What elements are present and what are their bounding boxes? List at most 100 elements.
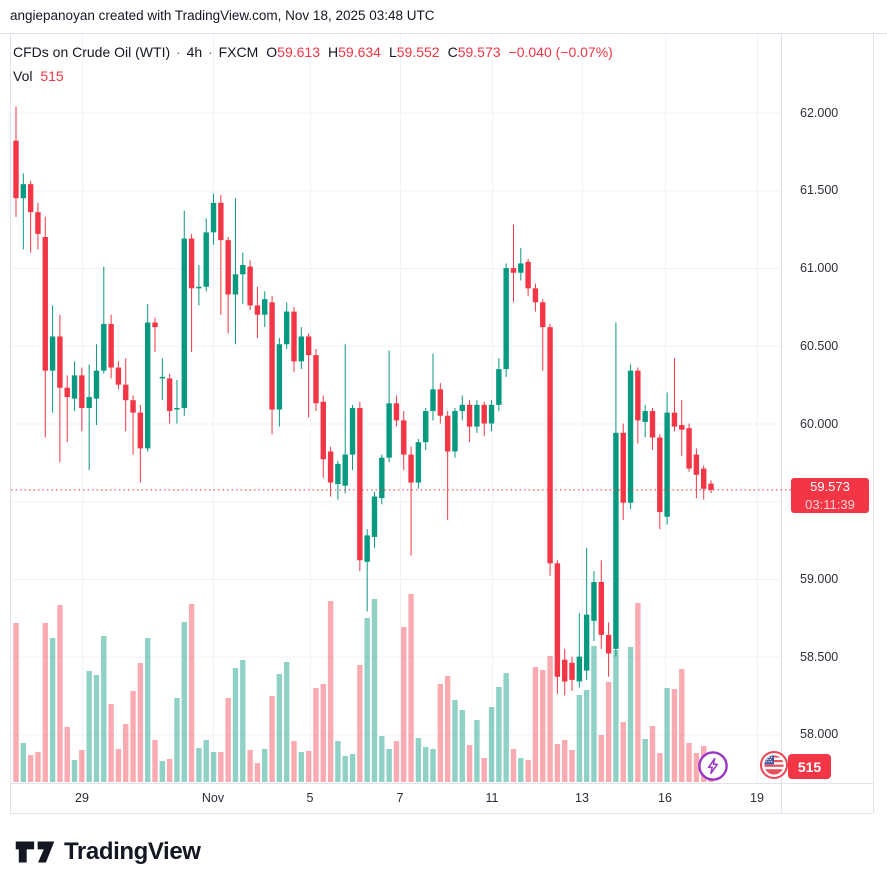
volume-bar (159, 761, 166, 782)
candle-body (262, 299, 268, 315)
volume-bar (101, 636, 107, 782)
exchange-label: FXCM (218, 44, 259, 60)
volume-bar (452, 700, 458, 782)
lightning-icon[interactable] (697, 750, 729, 782)
volume-bar (466, 745, 473, 782)
volume-bar (583, 690, 590, 782)
tradingview-logo[interactable]: TradingView (14, 836, 201, 868)
candle-body (371, 496, 378, 537)
candle-body (430, 389, 436, 412)
candle-body (518, 263, 524, 273)
candle-body (144, 322, 151, 449)
volume-bar (188, 604, 195, 782)
volume-bar (20, 743, 27, 782)
time-axis-label: 16 (658, 791, 672, 805)
legend-row-2: Vol 515 (13, 65, 613, 87)
attribution-text: angiepanoyan created with TradingView.co… (10, 8, 435, 23)
candle-body (437, 389, 444, 416)
volume-bar (225, 698, 231, 782)
tradingview-wordmark: TradingView (64, 838, 201, 865)
volume-bar (401, 627, 407, 782)
volume-bar (57, 605, 63, 782)
volume-bar (196, 748, 202, 782)
volume-bar (123, 724, 129, 782)
candle-body (101, 324, 107, 371)
volume-bar (598, 735, 604, 782)
candle-body (408, 454, 414, 483)
volume-bar (166, 759, 173, 782)
candle-body (562, 659, 568, 682)
ohlc-value: 59.613 (277, 44, 320, 60)
interval-label[interactable]: 4h (186, 44, 203, 60)
change-value: −0.040 (−0.07%) (508, 44, 613, 60)
volume-bar (305, 751, 312, 782)
volume-bar (576, 695, 583, 782)
candle-body (605, 634, 612, 654)
candle-body (64, 387, 70, 398)
volume-bar (510, 749, 517, 782)
candle-body (583, 614, 590, 671)
price-axis-label: 62.000 (800, 105, 839, 120)
candle-body (496, 369, 502, 405)
volume-bar (671, 689, 678, 782)
volume-bar (79, 750, 85, 782)
volume-bar (503, 673, 509, 782)
candle-body (357, 407, 363, 561)
volume-bar (298, 752, 305, 782)
volume-bar (591, 646, 597, 782)
candle-body (466, 404, 473, 427)
candle-body (525, 261, 531, 289)
volume-bar (459, 710, 465, 782)
lightning-icon-svg (698, 751, 728, 781)
ohlc-value: 59.634 (338, 44, 381, 60)
us-flag-icon[interactable] (760, 751, 788, 779)
volume-bar (532, 667, 539, 782)
volume-bar (71, 760, 78, 782)
candle-body (71, 375, 78, 399)
candle-body (598, 582, 604, 635)
volume-bar (181, 622, 187, 782)
candle-body (671, 412, 678, 427)
price-axis-label: 59.000 (800, 571, 839, 586)
volume-bar (240, 660, 246, 782)
volume-bar (664, 688, 670, 782)
volume-bar (562, 740, 568, 782)
candle-body (254, 305, 261, 315)
ohlc-value: 59.552 (396, 44, 440, 60)
volume-bar (540, 670, 546, 782)
volume-bar (525, 760, 531, 782)
volume-bar (42, 623, 48, 782)
volume-bar (444, 676, 451, 782)
candle-body (298, 336, 305, 362)
price-axis-label: 60.500 (800, 338, 839, 353)
candle-body (181, 238, 187, 408)
candle-body (232, 274, 239, 295)
candle-body (503, 268, 509, 370)
volume-bar (86, 671, 92, 782)
candle-body (708, 483, 714, 490)
symbol-title[interactable]: CFDs on Crude Oil (WTI) (13, 44, 171, 60)
candle-body (554, 563, 561, 677)
volume-bar (686, 743, 692, 782)
candle-body (452, 411, 458, 452)
candle-body (247, 266, 253, 306)
volume-bar (569, 750, 575, 782)
candle-body (210, 202, 217, 233)
volume-bar (642, 739, 648, 782)
time-axis-label: 13 (575, 791, 589, 805)
candle-body (635, 370, 641, 421)
candle-body (203, 232, 209, 287)
candle-body (196, 286, 202, 289)
candle-body (532, 288, 539, 303)
candle-body (401, 420, 407, 455)
volume-bar (408, 594, 414, 782)
us-flag-icon-svg (760, 751, 788, 779)
candle-body (320, 401, 326, 460)
volume-bar (269, 696, 275, 782)
candle-body (123, 384, 129, 401)
volume-bar (262, 749, 268, 782)
volume-bar (679, 669, 685, 782)
candle-body (415, 442, 422, 483)
volume-bar (174, 698, 180, 782)
